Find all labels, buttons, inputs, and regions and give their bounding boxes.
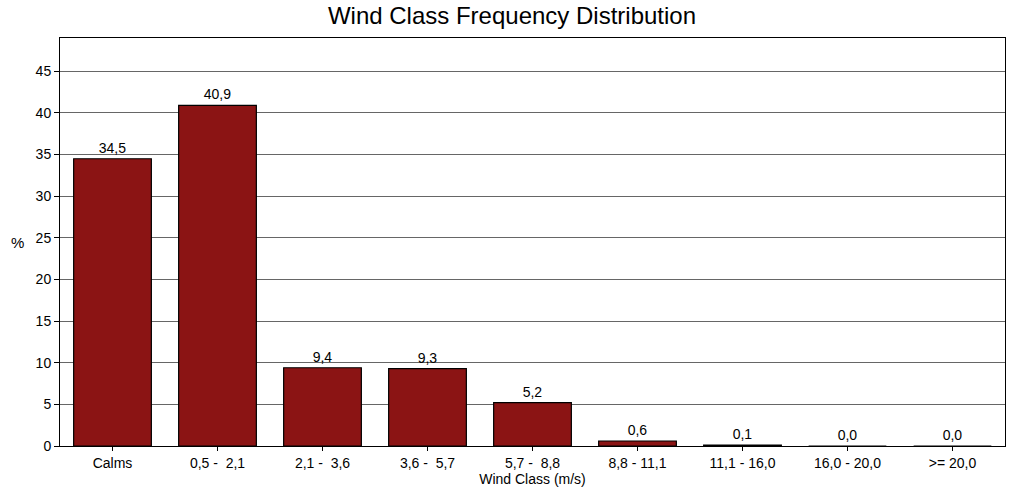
svg-text:0: 0: [43, 438, 51, 454]
svg-text:34,5: 34,5: [99, 140, 126, 156]
svg-text:25: 25: [36, 230, 52, 246]
svg-text:35: 35: [36, 146, 52, 162]
svg-text:Calms: Calms: [93, 455, 133, 471]
svg-text:0,0: 0,0: [838, 427, 858, 443]
svg-text:0,1: 0,1: [733, 426, 753, 442]
svg-text:20: 20: [36, 271, 52, 287]
svg-text:9,4: 9,4: [313, 349, 333, 365]
svg-text:30: 30: [36, 188, 52, 204]
svg-text:%: %: [11, 234, 24, 251]
svg-text:9,3: 9,3: [418, 350, 438, 366]
svg-text:15: 15: [36, 313, 52, 329]
svg-text:10: 10: [36, 355, 52, 371]
svg-text:>= 20,0: >= 20,0: [929, 455, 977, 471]
svg-text:40: 40: [36, 105, 52, 121]
svg-text:11,1 - 16,0: 11,1 - 16,0: [710, 455, 776, 471]
svg-text:0,6: 0,6: [628, 422, 648, 438]
svg-text:45: 45: [36, 63, 52, 79]
svg-text:40,9: 40,9: [204, 86, 231, 102]
svg-text:5,7 - 8,8: 5,7 - 8,8: [505, 455, 560, 471]
svg-text:16,0 - 20,0: 16,0 - 20,0: [814, 455, 881, 471]
svg-text:8,8 - 11,1: 8,8 - 11,1: [608, 455, 666, 471]
svg-text:Wind Class Frequency Distribut: Wind Class Frequency Distribution: [328, 2, 696, 29]
svg-text:0,5 - 2,1: 0,5 - 2,1: [190, 455, 245, 471]
svg-text:5,2: 5,2: [523, 384, 543, 400]
svg-text:3,6 - 5,7: 3,6 - 5,7: [400, 455, 455, 471]
svg-text:Wind Class (m/s): Wind Class (m/s): [479, 471, 586, 487]
svg-text:5: 5: [43, 396, 51, 412]
svg-text:0,0: 0,0: [943, 427, 963, 443]
svg-text:2,1 - 3,6: 2,1 - 3,6: [295, 455, 350, 471]
